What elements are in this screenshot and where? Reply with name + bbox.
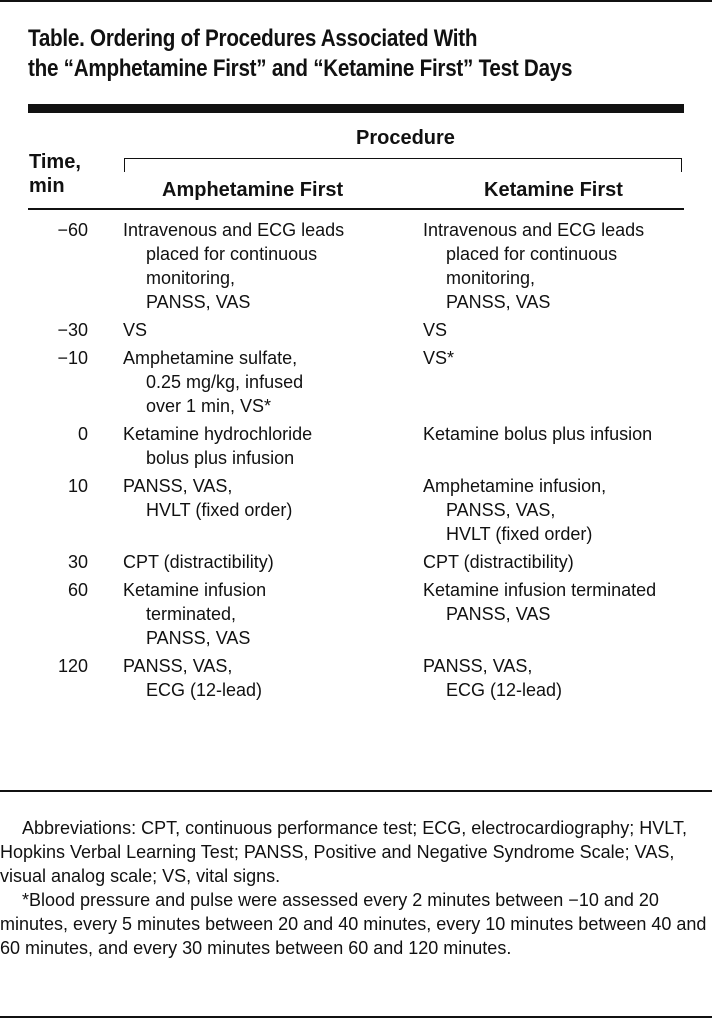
amphetamine-first-cell: Ketamine infusion terminated, PANSS, VAS (123, 578, 423, 650)
footnote-rule (0, 790, 712, 792)
cell-line: CPT (distractibility) (423, 552, 574, 572)
amphetamine-first-cell: Ketamine hydrochloride bolus plus infusio… (123, 422, 423, 470)
cell-line: 0.25 mg/kg, infused (146, 372, 304, 392)
ketamine-first-cell: CPT (distractibility) (423, 550, 688, 574)
ketamine-first-header: Ketamine First (484, 179, 623, 201)
bottom-rule (0, 1016, 712, 1018)
table-row: −10 Amphetamine sulfate, 0.25 mg/kg, infus… (28, 346, 688, 418)
title-line-1: Table. Ordering of Procedures Associated… (28, 25, 478, 52)
time-cell: −60 (57, 220, 88, 240)
procedure-spanner-header: Procedure (356, 127, 455, 149)
cell-line: HVLT (fixed order) (146, 500, 293, 520)
thick-rule (28, 104, 684, 113)
cell-line: PANSS, VAS, (423, 656, 533, 676)
time-cell: 10 (67, 476, 88, 496)
cell-line: bolus plus infusion (146, 448, 295, 468)
abbreviations-footnote: Abbreviations: CPT, continuous performan… (0, 818, 687, 886)
time-header-line-1: Time, (29, 151, 81, 173)
amphetamine-first-cell: VS (123, 318, 423, 342)
cell-line: Amphetamine sulfate, (123, 348, 298, 368)
amphetamine-first-cell: Intravenous and ECG leads placed for cont… (123, 218, 423, 314)
time-cell: 0 (77, 424, 88, 444)
cell-line: PANSS, VAS (446, 292, 551, 312)
amphetamine-first-cell: PANSS, VAS, HVLT (fixed order) (123, 474, 423, 546)
ketamine-first-cell: Amphetamine infusion, PANSS, VAS, HVLT (fi… (423, 474, 688, 546)
ketamine-first-cell: Intravenous and ECG leads placed for cont… (423, 218, 688, 314)
table-row: 0 Ketamine hydrochloride bolus plus infusi… (28, 422, 688, 470)
cell-line: placed for continuous (446, 244, 618, 264)
cell-line: VS* (423, 348, 455, 368)
table-row: −60 Intravenous and ECG leads placed for c… (28, 218, 688, 314)
asterisk-footnote: *Blood pressure and pulse were assessed … (0, 890, 707, 958)
cell-line: terminated, (146, 604, 237, 624)
cell-line: Intravenous and ECG leads (123, 220, 345, 240)
table-row: 30 CPT (distractibility) CPT (distractibil… (28, 550, 688, 574)
ketamine-first-cell: Ketamine bolus plus infusion (423, 422, 688, 470)
cell-line: PANSS, VAS, (446, 500, 556, 520)
cell-line: VS (123, 320, 148, 340)
cell-line: Amphetamine infusion, (423, 476, 607, 496)
table-row: 60 Ketamine infusion terminated, PANSS, VAS… (28, 578, 688, 650)
cell-line: ECG (12-lead) (146, 680, 263, 700)
spanner-bracket (124, 158, 682, 172)
table-row: 120 PANSS, VAS, ECG (12-lead) PANSS, VAS, EC… (28, 654, 688, 702)
table-title: Table. Ordering of Procedures Associated… (28, 24, 682, 84)
cell-line: CPT (distractibility) (123, 552, 274, 572)
amphetamine-first-cell: PANSS, VAS, ECG (12-lead) (123, 654, 423, 702)
amphetamine-first-header: Amphetamine First (162, 179, 344, 201)
amphetamine-first-cell: Amphetamine sulfate, 0.25 mg/kg, infused o… (123, 346, 423, 418)
cell-line: Ketamine infusion (123, 580, 267, 600)
cell-line: over 1 min, VS* (146, 396, 272, 416)
time-cell: 60 (67, 580, 88, 600)
time-cell: 30 (67, 552, 88, 572)
cell-line: Ketamine infusion terminated (423, 580, 657, 600)
cell-line: PANSS, VAS (446, 604, 551, 624)
cell-line: Ketamine hydrochloride (123, 424, 313, 444)
cell-line: Ketamine bolus plus infusion (423, 424, 653, 444)
cell-line: VS (423, 320, 448, 340)
time-cell: 120 (57, 656, 88, 676)
cell-line: monitoring, (146, 268, 236, 288)
cell-line: HVLT (fixed order) (446, 524, 593, 544)
table-row: −30 VS VS (28, 318, 688, 342)
time-header-line-2: min (29, 175, 65, 197)
time-cell: −30 (57, 320, 88, 340)
time-cell: −10 (57, 348, 88, 368)
cell-line: monitoring, (446, 268, 536, 288)
amphetamine-first-cell: CPT (distractibility) (123, 550, 423, 574)
table-body: −60 Intravenous and ECG leads placed for c… (28, 218, 688, 706)
time-column-header: Time, min (29, 150, 81, 198)
top-rule (0, 0, 712, 2)
cell-line: PANSS, VAS (146, 628, 251, 648)
footnotes: Abbreviations: CPT, continuous performan… (0, 816, 712, 960)
cell-line: PANSS, VAS, (123, 656, 233, 676)
title-line-2: the “Amphetamine First” and “Ketamine Fi… (28, 55, 573, 82)
header-rule (28, 208, 684, 210)
table-row: 10 PANSS, VAS, HVLT (fixed order) Amphetami… (28, 474, 688, 546)
cell-line: PANSS, VAS, (123, 476, 233, 496)
ketamine-first-cell: Ketamine infusion terminated PANSS, VAS (423, 578, 688, 650)
cell-line: PANSS, VAS (146, 292, 251, 312)
ketamine-first-cell: PANSS, VAS, ECG (12-lead) (423, 654, 688, 702)
ketamine-first-cell: VS (423, 318, 688, 342)
cell-line: placed for continuous (146, 244, 318, 264)
cell-line: ECG (12-lead) (446, 680, 563, 700)
cell-line: Intravenous and ECG leads (423, 220, 645, 240)
ketamine-first-cell: VS* (423, 346, 688, 418)
